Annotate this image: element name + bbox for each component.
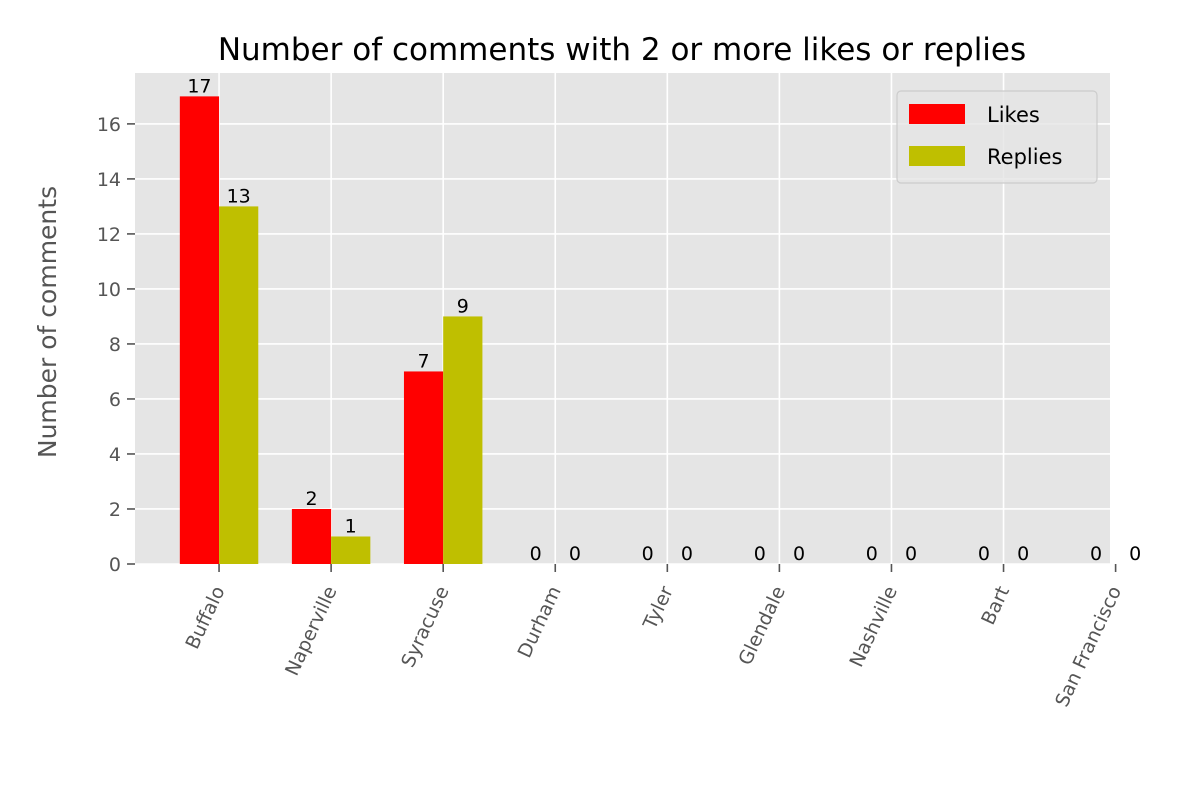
y-tick-label: 6 bbox=[109, 389, 121, 411]
bar-value-label: 1 bbox=[345, 515, 357, 537]
bar-value-label: 0 bbox=[1090, 543, 1102, 565]
bar-value-label: 0 bbox=[754, 543, 766, 565]
bar-value-label: 0 bbox=[681, 543, 693, 565]
x-tick-label: San Francisco bbox=[1051, 583, 1126, 711]
y-tick-label: 14 bbox=[97, 169, 121, 191]
bar-value-label: 7 bbox=[418, 350, 430, 372]
y-axis: 0 2 4 6 8 10 12 14 16 bbox=[97, 114, 135, 576]
bar-value-label: 0 bbox=[905, 543, 917, 565]
bar-replies bbox=[331, 536, 371, 564]
y-tick-label: 10 bbox=[97, 279, 121, 301]
bar-replies bbox=[219, 206, 259, 564]
bar-value-label: 0 bbox=[793, 543, 805, 565]
x-tick-label: Syracuse bbox=[397, 583, 454, 671]
bar-value-label: 9 bbox=[457, 295, 469, 317]
bar-value-label: 0 bbox=[1129, 543, 1141, 565]
bar-value-label: 0 bbox=[642, 543, 654, 565]
x-tick-label: Glendale bbox=[734, 583, 790, 669]
y-tick-label: 4 bbox=[109, 444, 121, 466]
y-axis-label: Number of comments bbox=[33, 186, 62, 458]
y-tick-label: 8 bbox=[109, 334, 121, 356]
x-tick-label: Durham bbox=[514, 583, 566, 661]
y-tick-label: 0 bbox=[109, 554, 121, 576]
x-tick-label: Naperville bbox=[281, 583, 342, 679]
legend: Likes Replies bbox=[896, 90, 1098, 184]
y-tick-label: 2 bbox=[109, 499, 121, 521]
bar-likes bbox=[179, 96, 220, 564]
y-tick-label: 16 bbox=[97, 114, 121, 136]
bar-value-label: 2 bbox=[305, 488, 317, 510]
x-tick-label: Tyler bbox=[639, 583, 678, 634]
x-tick-label: Buffalo bbox=[181, 583, 229, 653]
bars bbox=[179, 96, 483, 564]
bar-value-label: 0 bbox=[1017, 543, 1029, 565]
bar-likes bbox=[291, 508, 332, 564]
chart-title: Number of comments with 2 or more likes … bbox=[218, 32, 1026, 68]
y-tick-label: 12 bbox=[97, 224, 121, 246]
x-axis: Buffalo Naperville Syracuse Durham Tyler Glen… bbox=[181, 564, 1126, 710]
bar-value-label: 0 bbox=[530, 543, 542, 565]
legend-label: Likes bbox=[987, 103, 1040, 127]
legend-label: Replies bbox=[987, 145, 1062, 169]
bar-value-label: 17 bbox=[187, 75, 211, 97]
x-tick-label: Nashville bbox=[845, 583, 902, 671]
bar-value-label: 0 bbox=[866, 543, 878, 565]
bar-value-label: 0 bbox=[569, 543, 581, 565]
bar-value-label: 0 bbox=[978, 543, 990, 565]
legend-swatch bbox=[909, 146, 965, 166]
value-labels: 17 2 7 0 0 0 0 0 0 13 1 9 0 0 0 0 0 0 bbox=[187, 75, 1141, 565]
legend-swatch bbox=[909, 104, 965, 124]
x-tick-label: Bart bbox=[977, 583, 1014, 629]
bar-replies bbox=[443, 316, 483, 564]
bar-value-label: 13 bbox=[227, 185, 251, 207]
bar-likes bbox=[403, 371, 444, 564]
